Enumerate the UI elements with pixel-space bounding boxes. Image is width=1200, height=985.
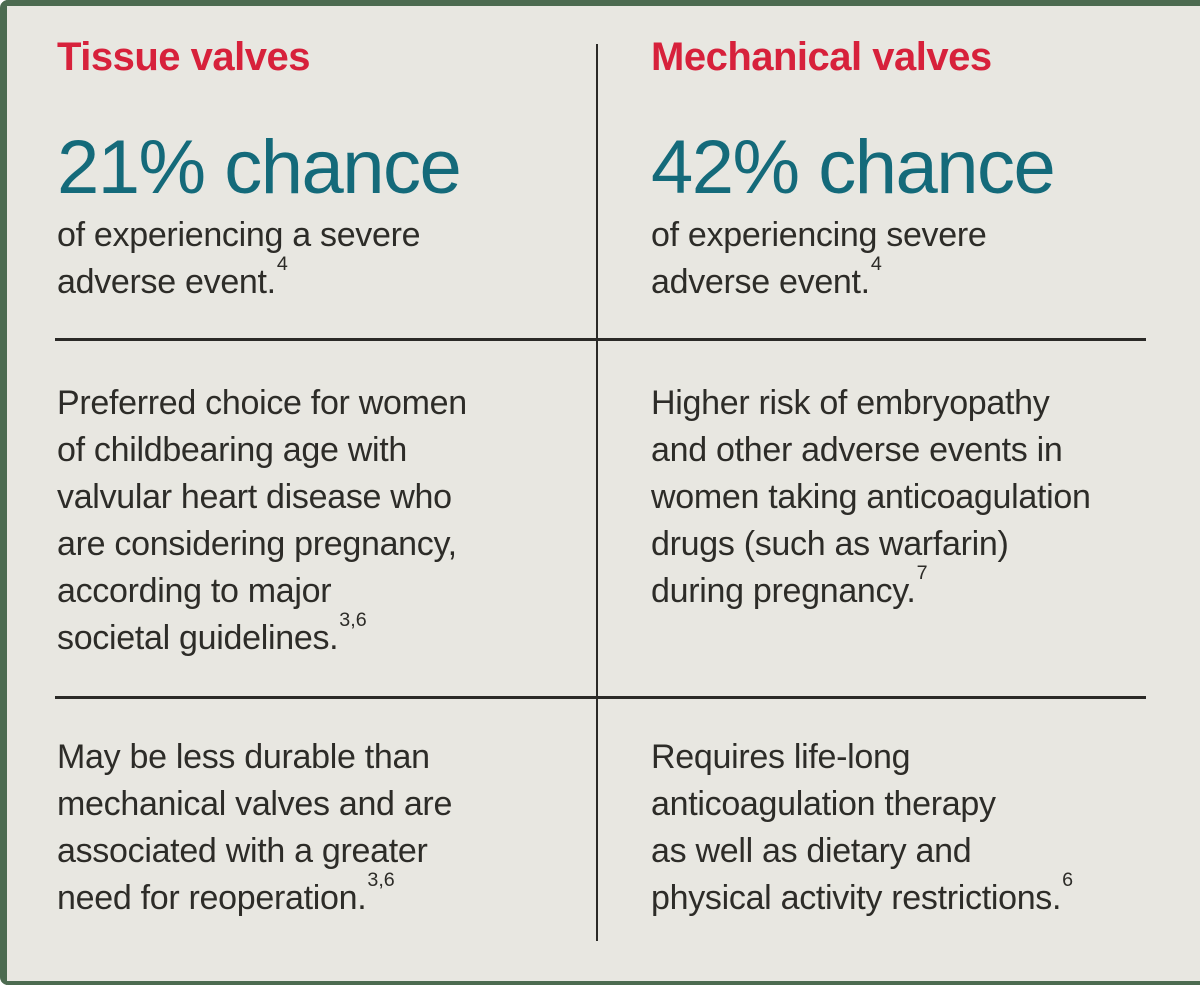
tissue-durability-lines: May be less durable than mechanical valve…: [57, 738, 453, 917]
reference-superscript: 3,6: [367, 869, 395, 892]
mechanical-stat-value: 42% chance: [651, 125, 1056, 210]
tissue-stat-caption: of experiencing a severe adverse event.4: [57, 212, 562, 306]
frame-border-left: [0, 0, 7, 985]
mechanical-stat-caption-text: of experiencing severe adverse event.: [651, 216, 987, 301]
row-divider-2: [55, 696, 1146, 699]
mechanical-therapy-lines: Requires life-long anticoagulation therap…: [651, 738, 1062, 917]
reference-superscript: 4: [276, 253, 288, 276]
tissue-column-header: Tissue valves: [57, 35, 310, 79]
mechanical-stat-cell: Mechanical valves 42% chance of experien…: [651, 33, 1191, 306]
mechanical-stat-caption: of experiencing severe adverse event.4: [651, 212, 1191, 306]
mechanical-risk-lines: Higher risk of embryopathy and other adve…: [651, 384, 1091, 610]
mechanical-therapy-text: Requires life-long anticoagulation therap…: [651, 734, 1191, 922]
tissue-guidance-lines: Preferred choice for women of childbearin…: [57, 384, 467, 657]
frame-border-top: [0, 0, 1200, 6]
mechanical-therapy-cell: Requires life-long anticoagulation therap…: [651, 734, 1191, 922]
tissue-durability-text: May be less durable than mechanical valve…: [57, 734, 562, 922]
frame-border-bottom: [0, 981, 1200, 985]
tissue-stat-caption-text: of experiencing a severe adverse event.: [57, 216, 421, 301]
mechanical-risk-cell: Higher risk of embryopathy and other adve…: [651, 380, 1191, 615]
column-divider: [596, 44, 598, 941]
tissue-guidance-text: Preferred choice for women of childbearin…: [57, 380, 562, 662]
reference-superscript: 6: [1062, 869, 1074, 892]
tissue-stat-cell: Tissue valves 21% chance of experiencing…: [57, 33, 562, 306]
tissue-guidance-cell: Preferred choice for women of childbearin…: [57, 380, 562, 662]
mechanical-risk-text: Higher risk of embryopathy and other adve…: [651, 380, 1191, 615]
tissue-stat-value: 21% chance: [57, 125, 462, 210]
mechanical-column-header: Mechanical valves: [651, 35, 992, 79]
reference-superscript: 3,6: [339, 609, 367, 632]
reference-superscript: 7: [916, 562, 928, 585]
reference-superscript: 4: [870, 253, 882, 276]
tissue-durability-cell: May be less durable than mechanical valve…: [57, 734, 562, 922]
row-divider-1: [55, 338, 1146, 341]
